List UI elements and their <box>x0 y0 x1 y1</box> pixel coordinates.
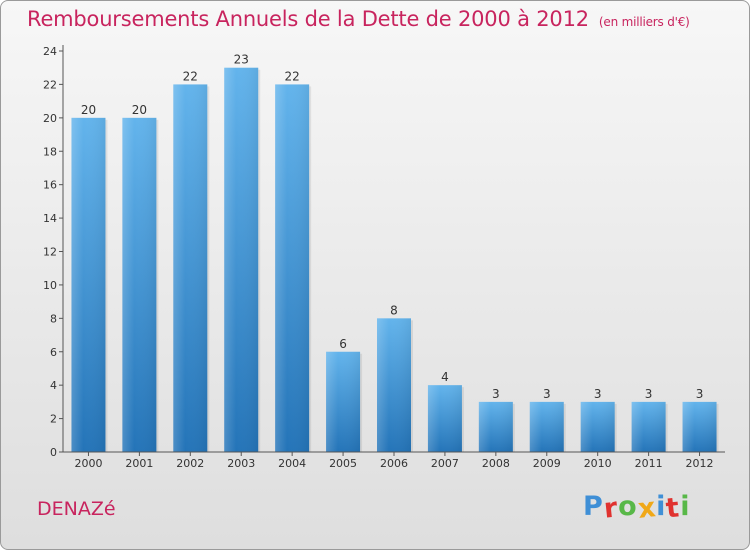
chart-title-text: Remboursements Annuels de la Dette de 20… <box>27 7 589 31</box>
proxiti-logo: Proxiti <box>583 491 691 525</box>
y-tick-label: 22 <box>43 78 57 91</box>
x-tick-label: 2002 <box>176 457 204 470</box>
logo-letter: o <box>618 491 638 522</box>
bar-shine <box>122 117 157 452</box>
y-tick-label: 2 <box>50 413 57 426</box>
chart-title: Remboursements Annuels de la Dette de 20… <box>27 7 690 31</box>
bar-value-label: 22 <box>285 69 300 83</box>
bar-value-label: 8 <box>390 303 398 317</box>
bar-value-label: 3 <box>543 387 551 401</box>
bar-shine <box>478 401 513 452</box>
bar-shine <box>631 401 666 452</box>
y-tick-label: 18 <box>43 145 57 158</box>
bar-shine <box>377 318 411 452</box>
x-tick-label: 2008 <box>482 457 510 470</box>
logo-letter: i <box>680 491 691 522</box>
y-tick-label: 24 <box>43 45 57 58</box>
bar-value-label: 22 <box>183 69 198 83</box>
x-tick-label: 2005 <box>329 457 357 470</box>
chart-unit: (en milliers d'€) <box>598 15 690 29</box>
y-tick-label: 20 <box>43 112 57 125</box>
bar-value-label: 20 <box>81 103 96 117</box>
bar-shine <box>173 84 208 453</box>
bar-value-label: 3 <box>696 387 704 401</box>
bar-value-label: 4 <box>441 370 449 384</box>
bar-value-label: 6 <box>339 337 347 351</box>
x-tick-label: 2007 <box>431 457 459 470</box>
bar-shine <box>427 385 462 452</box>
x-tick-label: 2006 <box>380 457 408 470</box>
bar-shine <box>224 67 259 452</box>
bar-shine <box>529 401 564 452</box>
bar-shine <box>580 401 615 452</box>
bar-value-label: 20 <box>132 103 147 117</box>
bar-value-label: 3 <box>645 387 653 401</box>
logo-letter: i <box>656 491 667 522</box>
bars: 20 20 22 23 22 6 8 4 3 3 3 3 3 <box>71 53 719 453</box>
x-tick-label: 2009 <box>533 457 561 470</box>
y-tick-label: 10 <box>43 279 57 292</box>
x-tick-label: 2012 <box>686 457 714 470</box>
logo-letter: P <box>583 491 604 522</box>
y-tick-label: 14 <box>43 212 57 225</box>
y-tick-label: 16 <box>43 179 57 192</box>
x-tick-label: 2000 <box>74 457 102 470</box>
y-tick-label: 12 <box>43 246 57 259</box>
bar-value-label: 3 <box>492 387 500 401</box>
x-tick-label: 2010 <box>584 457 612 470</box>
place-name: DENAZé <box>37 498 116 520</box>
bar-value-label: 3 <box>594 387 602 401</box>
y-tick-label: 6 <box>50 346 57 359</box>
y-tick-label: 4 <box>50 379 57 392</box>
x-tick-label: 2011 <box>635 457 663 470</box>
bar-value-label: 23 <box>234 53 249 67</box>
bar-shine <box>682 401 717 452</box>
bar-shine <box>275 84 310 453</box>
logo-letter: r <box>602 492 620 525</box>
x-tick-label: 2004 <box>278 457 306 470</box>
y-tick-label: 0 <box>50 446 57 459</box>
bar-shine <box>326 351 361 452</box>
y-tick-label: 8 <box>50 312 57 325</box>
logo-letter: x <box>636 492 658 525</box>
bar-shine <box>71 117 106 452</box>
x-tick-label: 2001 <box>125 457 153 470</box>
x-tick-label: 2003 <box>227 457 255 470</box>
x-axis: 2000 2001 2002 2003 2004 2005 2006 2007 2008 2009… <box>63 451 725 470</box>
